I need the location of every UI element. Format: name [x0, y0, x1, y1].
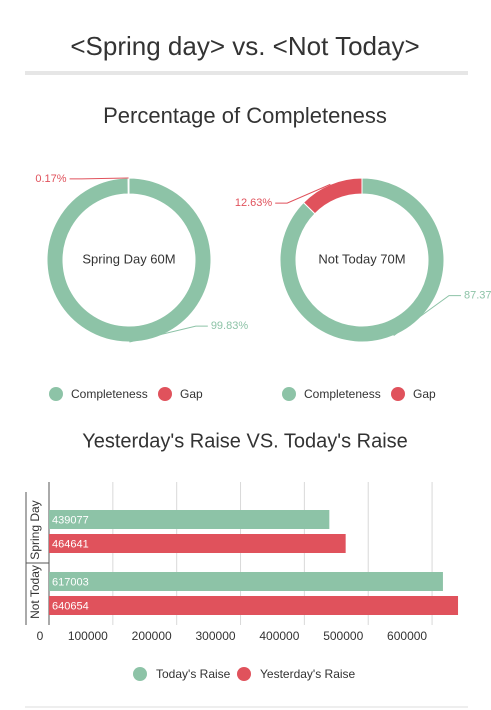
- title-rule: [25, 71, 468, 75]
- leader-line: [275, 183, 331, 204]
- bar: [49, 572, 443, 591]
- data-label: 464641: [52, 538, 89, 550]
- x-tick-label: 500000: [323, 629, 363, 643]
- chart-title: Yesterday's Raise VS. Today's Raise: [82, 430, 408, 452]
- data-label: 617003: [52, 576, 89, 588]
- leader-line: [129, 325, 208, 343]
- donut-segment: [127, 177, 130, 195]
- value-label: 99.83%: [211, 320, 249, 332]
- legend-swatch: [133, 667, 147, 681]
- leader-line: [69, 177, 129, 180]
- x-tick-label: 200000: [132, 629, 172, 643]
- legend-label: Completeness: [71, 387, 148, 401]
- value-label: 12.63%: [235, 197, 273, 209]
- legend-swatch: [158, 387, 172, 401]
- center-label: Spring Day 60M: [82, 251, 175, 266]
- legend-swatch: [391, 387, 405, 401]
- x-tick-label: 400000: [259, 629, 299, 643]
- value-label: 0.17%: [35, 173, 66, 185]
- data-label: 640654: [52, 600, 89, 612]
- bar: [49, 534, 346, 553]
- legend-swatch: [282, 387, 296, 401]
- page-title: <Spring day> vs. <Not Today>: [70, 31, 419, 61]
- data-label: 439077: [52, 514, 89, 526]
- donut-segment: [279, 177, 445, 343]
- x-tick-label: 300000: [196, 629, 236, 643]
- donut-segment: [302, 177, 363, 215]
- bottom-rule: [25, 706, 468, 708]
- legend-label: Today's Raise: [156, 667, 231, 681]
- legend-label: Completeness: [304, 387, 381, 401]
- x-tick-label: 0: [37, 629, 44, 643]
- group-label: Spring Day: [28, 500, 42, 559]
- value-label: 87.37%: [464, 290, 491, 302]
- bar: [49, 510, 330, 529]
- legend-swatch: [49, 387, 63, 401]
- group-label: Not Today: [28, 565, 42, 619]
- center-label: Not Today 70M: [318, 251, 405, 266]
- legend-label: Gap: [413, 387, 436, 401]
- x-tick-label: 100000: [68, 629, 108, 643]
- x-tick-label: 600000: [387, 629, 427, 643]
- chart-title: Percentage of Completeness: [103, 103, 387, 128]
- leader-line: [393, 295, 461, 337]
- legend-label: Gap: [180, 387, 203, 401]
- legend-label: Yesterday's Raise: [260, 667, 356, 681]
- bar: [49, 596, 459, 615]
- donut-segment: [46, 177, 212, 343]
- legend-swatch: [237, 667, 251, 681]
